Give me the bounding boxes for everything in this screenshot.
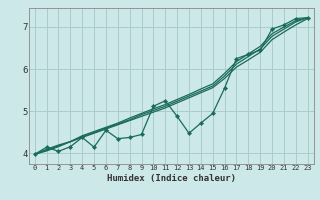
X-axis label: Humidex (Indice chaleur): Humidex (Indice chaleur) — [107, 174, 236, 183]
